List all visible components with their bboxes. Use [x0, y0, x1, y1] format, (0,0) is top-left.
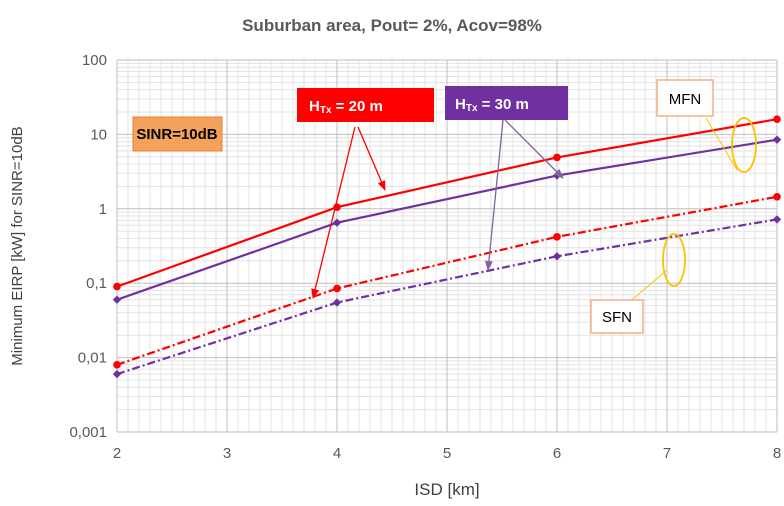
sfn-label: SFN [590, 299, 644, 334]
series-point [553, 233, 561, 241]
x-tick-labels: 2 3 4 5 6 7 8 [113, 445, 781, 462]
sinr-label: SINR=10dB [132, 116, 223, 152]
y-tick-label: 1 [99, 201, 107, 218]
arrow-htx20-upper [357, 126, 386, 191]
annotation-arrows [311, 117, 738, 311]
x-tick-label: 3 [223, 445, 231, 462]
y-tick-label: 0,001 [69, 424, 107, 441]
series-point [552, 252, 562, 261]
htx30-label-text: HTx = 30 m [455, 96, 529, 114]
series-point [332, 218, 342, 227]
series-point [112, 369, 122, 379]
series-point [773, 115, 781, 124]
series-line [116, 218, 778, 376]
arrow-htx30-upper [504, 119, 564, 179]
htx30-label-box [445, 86, 568, 120]
series-point [772, 215, 782, 224]
sfn-label-box [590, 299, 644, 334]
x-tick-label: 4 [333, 445, 341, 462]
y-tick-labels: 0,001 0,01 0,1 1 10 100 [69, 52, 107, 441]
htx20-label-box [297, 88, 434, 122]
series-line [116, 118, 778, 288]
htx20-label: HTx = 20 m [297, 88, 434, 122]
series-point [333, 284, 341, 293]
series-point [112, 295, 122, 304]
x-axis-label: ISD [km] [414, 480, 479, 499]
y-tick-label: 10 [90, 126, 107, 143]
y-tick-label: 0,1 [86, 275, 107, 292]
series-point [772, 135, 782, 144]
series-point [332, 298, 342, 307]
sinr-label-text: SINR=10dB [136, 126, 217, 143]
x-tick-label: 2 [113, 445, 121, 462]
x-tick-label: 7 [663, 445, 671, 462]
arrow-htx30-lower [484, 119, 504, 271]
htx30-label: HTx = 30 m [445, 86, 568, 120]
series-point [113, 361, 121, 369]
series-point [553, 153, 561, 162]
series-line [116, 138, 778, 301]
x-tick-label: 5 [443, 445, 451, 462]
x-tick-label: 6 [553, 445, 561, 462]
arrow-htx20-lower [311, 126, 356, 299]
mfn-group-ellipse [731, 117, 757, 173]
series-point [773, 192, 781, 201]
series-layer [112, 115, 782, 379]
y-tick-label: 0,01 [78, 350, 107, 367]
mfn-label: MFN [656, 79, 714, 117]
y-tick-label: 100 [82, 52, 107, 69]
series-line [116, 195, 778, 366]
mfn-label-box [656, 79, 714, 117]
connector-mfn [705, 117, 738, 171]
series-point [113, 282, 121, 291]
sinr-label-box [132, 116, 223, 152]
chart-title: Suburban area, Pout= 2%, Acov=98% [242, 16, 542, 35]
y-axis-label: Minimum EIRP [kW] for SINR=10dB [9, 126, 26, 365]
sfn-label-text: SFN [602, 309, 632, 326]
mfn-label-text: MFN [669, 91, 702, 108]
x-tick-label: 8 [773, 445, 781, 462]
htx20-label-text: HTx = 20 m [309, 98, 383, 116]
sfn-group-ellipse [662, 233, 686, 287]
